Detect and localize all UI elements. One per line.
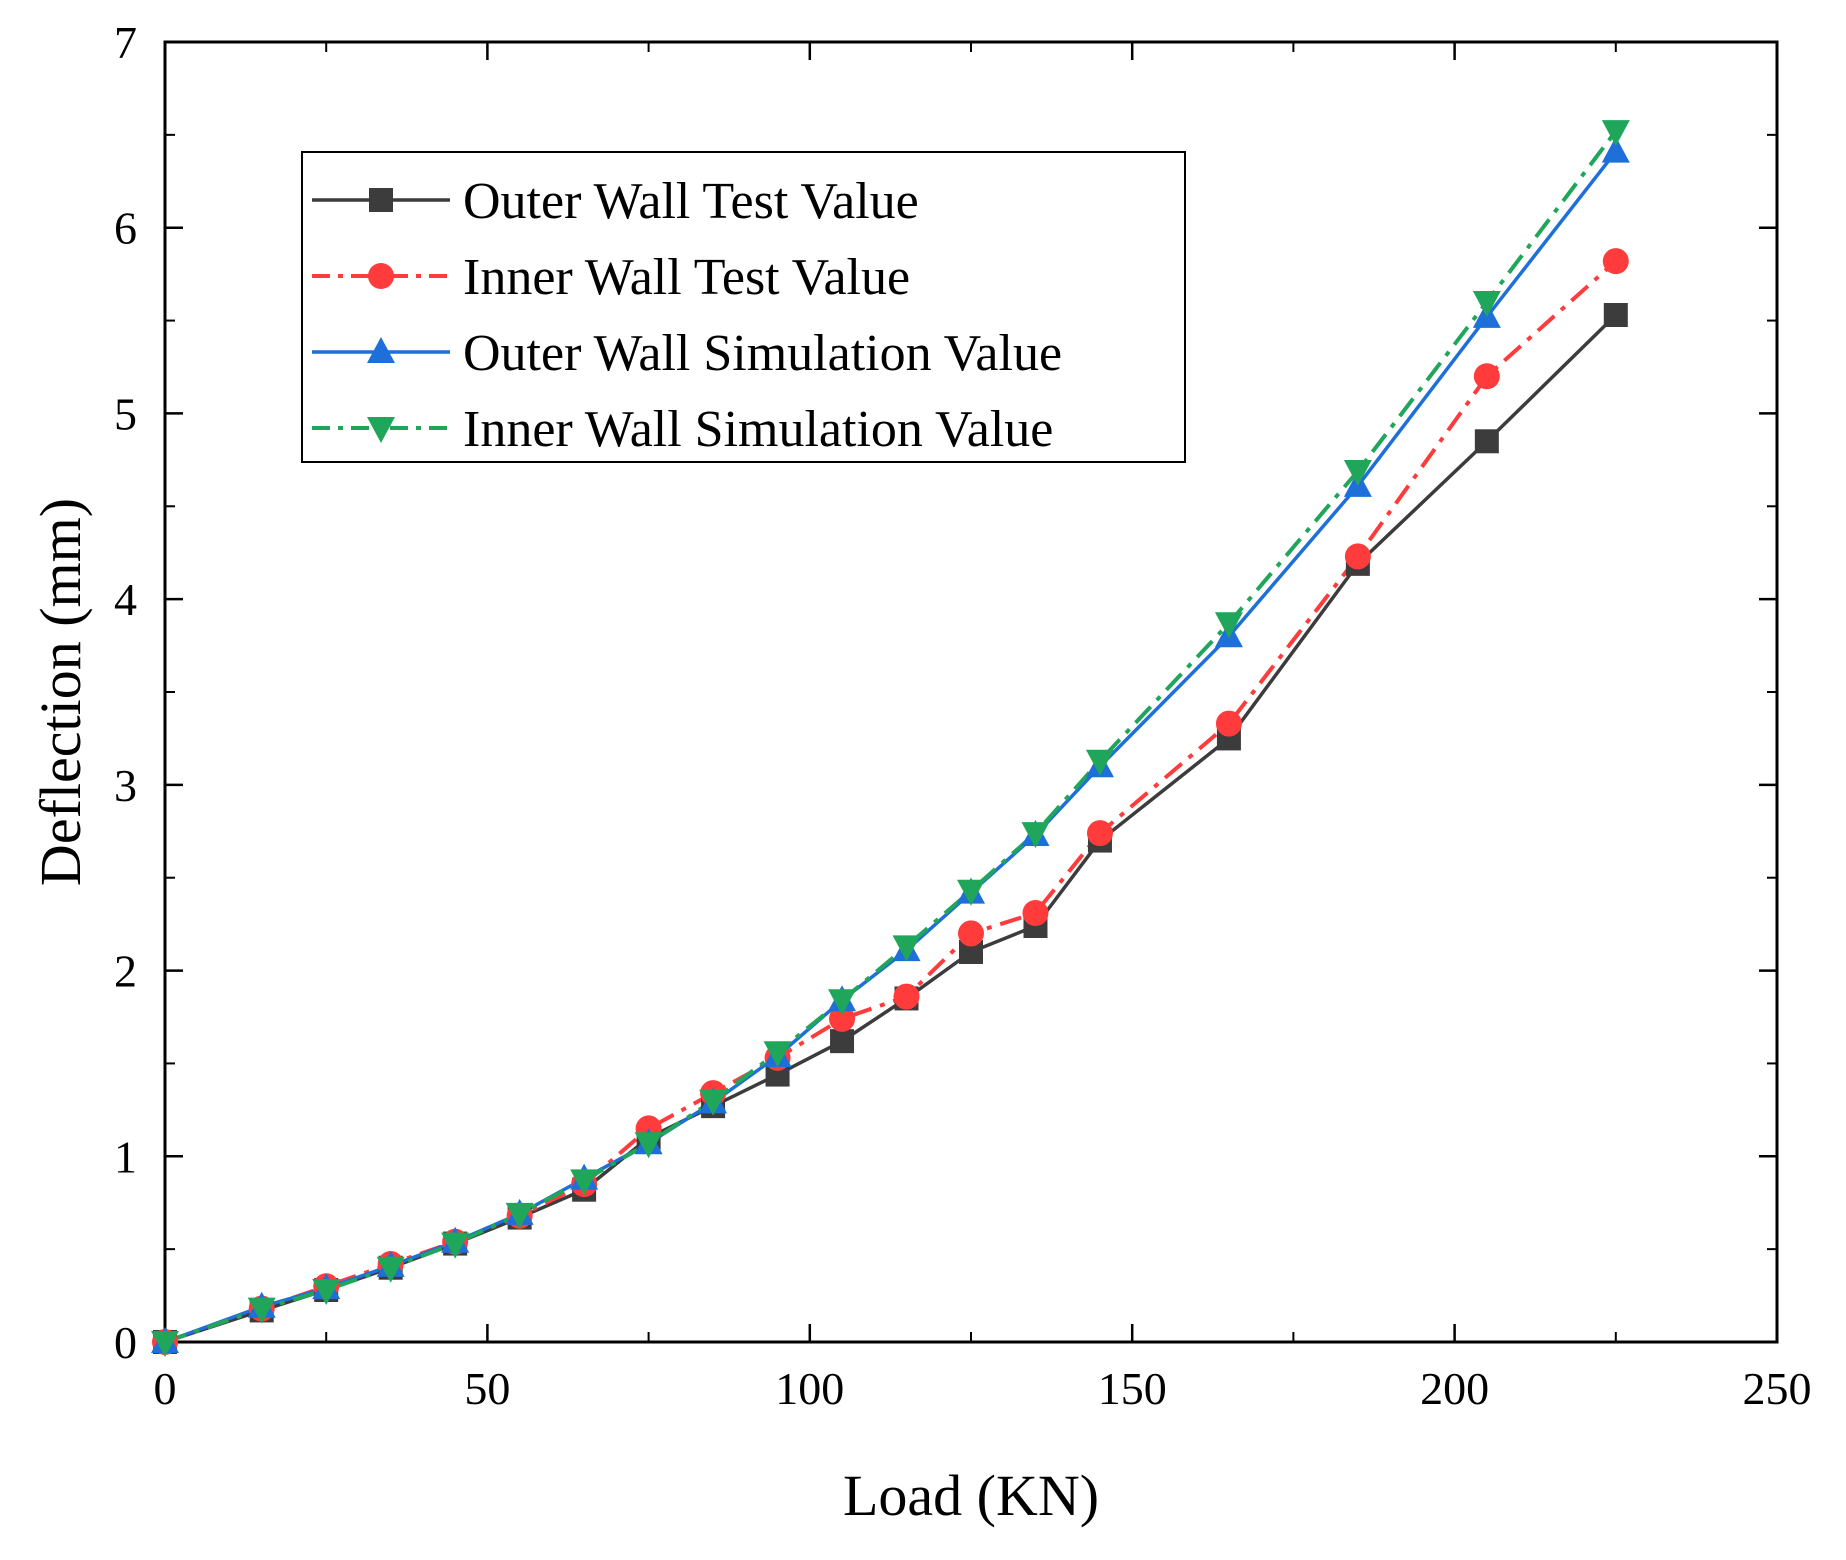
data-point-series-4 <box>828 989 857 1016</box>
data-point-series-4 <box>763 1041 792 1068</box>
data-point-series-2 <box>1473 363 1500 390</box>
data-point-series-4 <box>1601 120 1630 147</box>
data-point-series-4 <box>247 1297 276 1324</box>
data-point-series-4 <box>1214 612 1243 639</box>
y-tick-label: 0 <box>114 1317 137 1368</box>
legend-marker-4 <box>367 417 395 443</box>
data-point-series-1 <box>830 1029 855 1054</box>
data-point-series-2 <box>1602 248 1629 275</box>
data-point-series-4 <box>957 879 985 906</box>
data-point-series-2 <box>1215 710 1242 737</box>
legend-marker-1 <box>369 188 393 212</box>
data-point-series-2 <box>1022 900 1049 926</box>
y-tick-label: 2 <box>114 946 137 997</box>
data-point-series-1 <box>1603 303 1628 327</box>
x-tick-label: 200 <box>1420 1363 1489 1414</box>
legend-marker-3 <box>367 337 395 363</box>
x-axis-title: Load (KN) <box>843 1463 1099 1528</box>
legend-box <box>301 151 1186 463</box>
x-tick-label: 0 <box>154 1363 177 1414</box>
axis-tick-labels: 0 50 100 150 200 250 0 1 2 3 4 5 6 7 <box>114 17 1812 1414</box>
data-point-series-2 <box>829 1005 856 1032</box>
y-tick-label: 7 <box>114 17 137 68</box>
legend-marker-2 <box>368 263 394 289</box>
x-tick-label: 100 <box>775 1363 844 1414</box>
data-point-series-2 <box>958 920 984 947</box>
data-point-series-4 <box>1343 460 1372 486</box>
data-point-series-4 <box>441 1232 470 1259</box>
data-point-series-3 <box>1601 136 1630 163</box>
data-point-series-2 <box>893 983 920 1010</box>
data-point-series-4 <box>699 1089 728 1116</box>
data-point-series-4 <box>570 1169 599 1196</box>
legend-label-3: Outer Wall Simulation Value <box>463 325 1062 382</box>
data-point-series-4 <box>505 1202 534 1229</box>
y-tick-label: 3 <box>114 760 137 811</box>
y-tick-label: 5 <box>114 388 137 439</box>
legend: Outer Wall Test Value Inner Wall Test Val… <box>301 151 1186 463</box>
data-point-series-4 <box>1472 291 1501 317</box>
data-point-series-2 <box>1086 820 1113 847</box>
y-axis-title: Deflection (mm) <box>28 498 93 886</box>
series-markers <box>151 120 1630 1357</box>
x-tick-label: 150 <box>1098 1363 1167 1414</box>
x-tick-label: 50 <box>464 1363 510 1414</box>
data-point-series-1 <box>1474 429 1499 454</box>
legend-label-2: Inner Wall Test Value <box>463 249 910 306</box>
data-point-series-4 <box>151 1331 179 1357</box>
y-tick-label: 4 <box>114 574 137 625</box>
y-tick-label: 6 <box>114 203 137 254</box>
data-point-series-4 <box>1085 749 1114 776</box>
x-tick-label: 250 <box>1743 1363 1812 1414</box>
data-point-series-4 <box>1021 822 1050 849</box>
data-point-series-4 <box>634 1132 663 1159</box>
y-tick-label: 1 <box>114 1131 137 1182</box>
data-point-series-4 <box>892 935 921 962</box>
data-point-series-4 <box>312 1279 341 1305</box>
legend-label-4: Inner Wall Simulation Value <box>463 401 1053 458</box>
legend-label-1: Outer Wall Test Value <box>463 173 919 230</box>
data-point-series-2 <box>1344 543 1371 570</box>
data-point-series-4 <box>376 1256 405 1283</box>
